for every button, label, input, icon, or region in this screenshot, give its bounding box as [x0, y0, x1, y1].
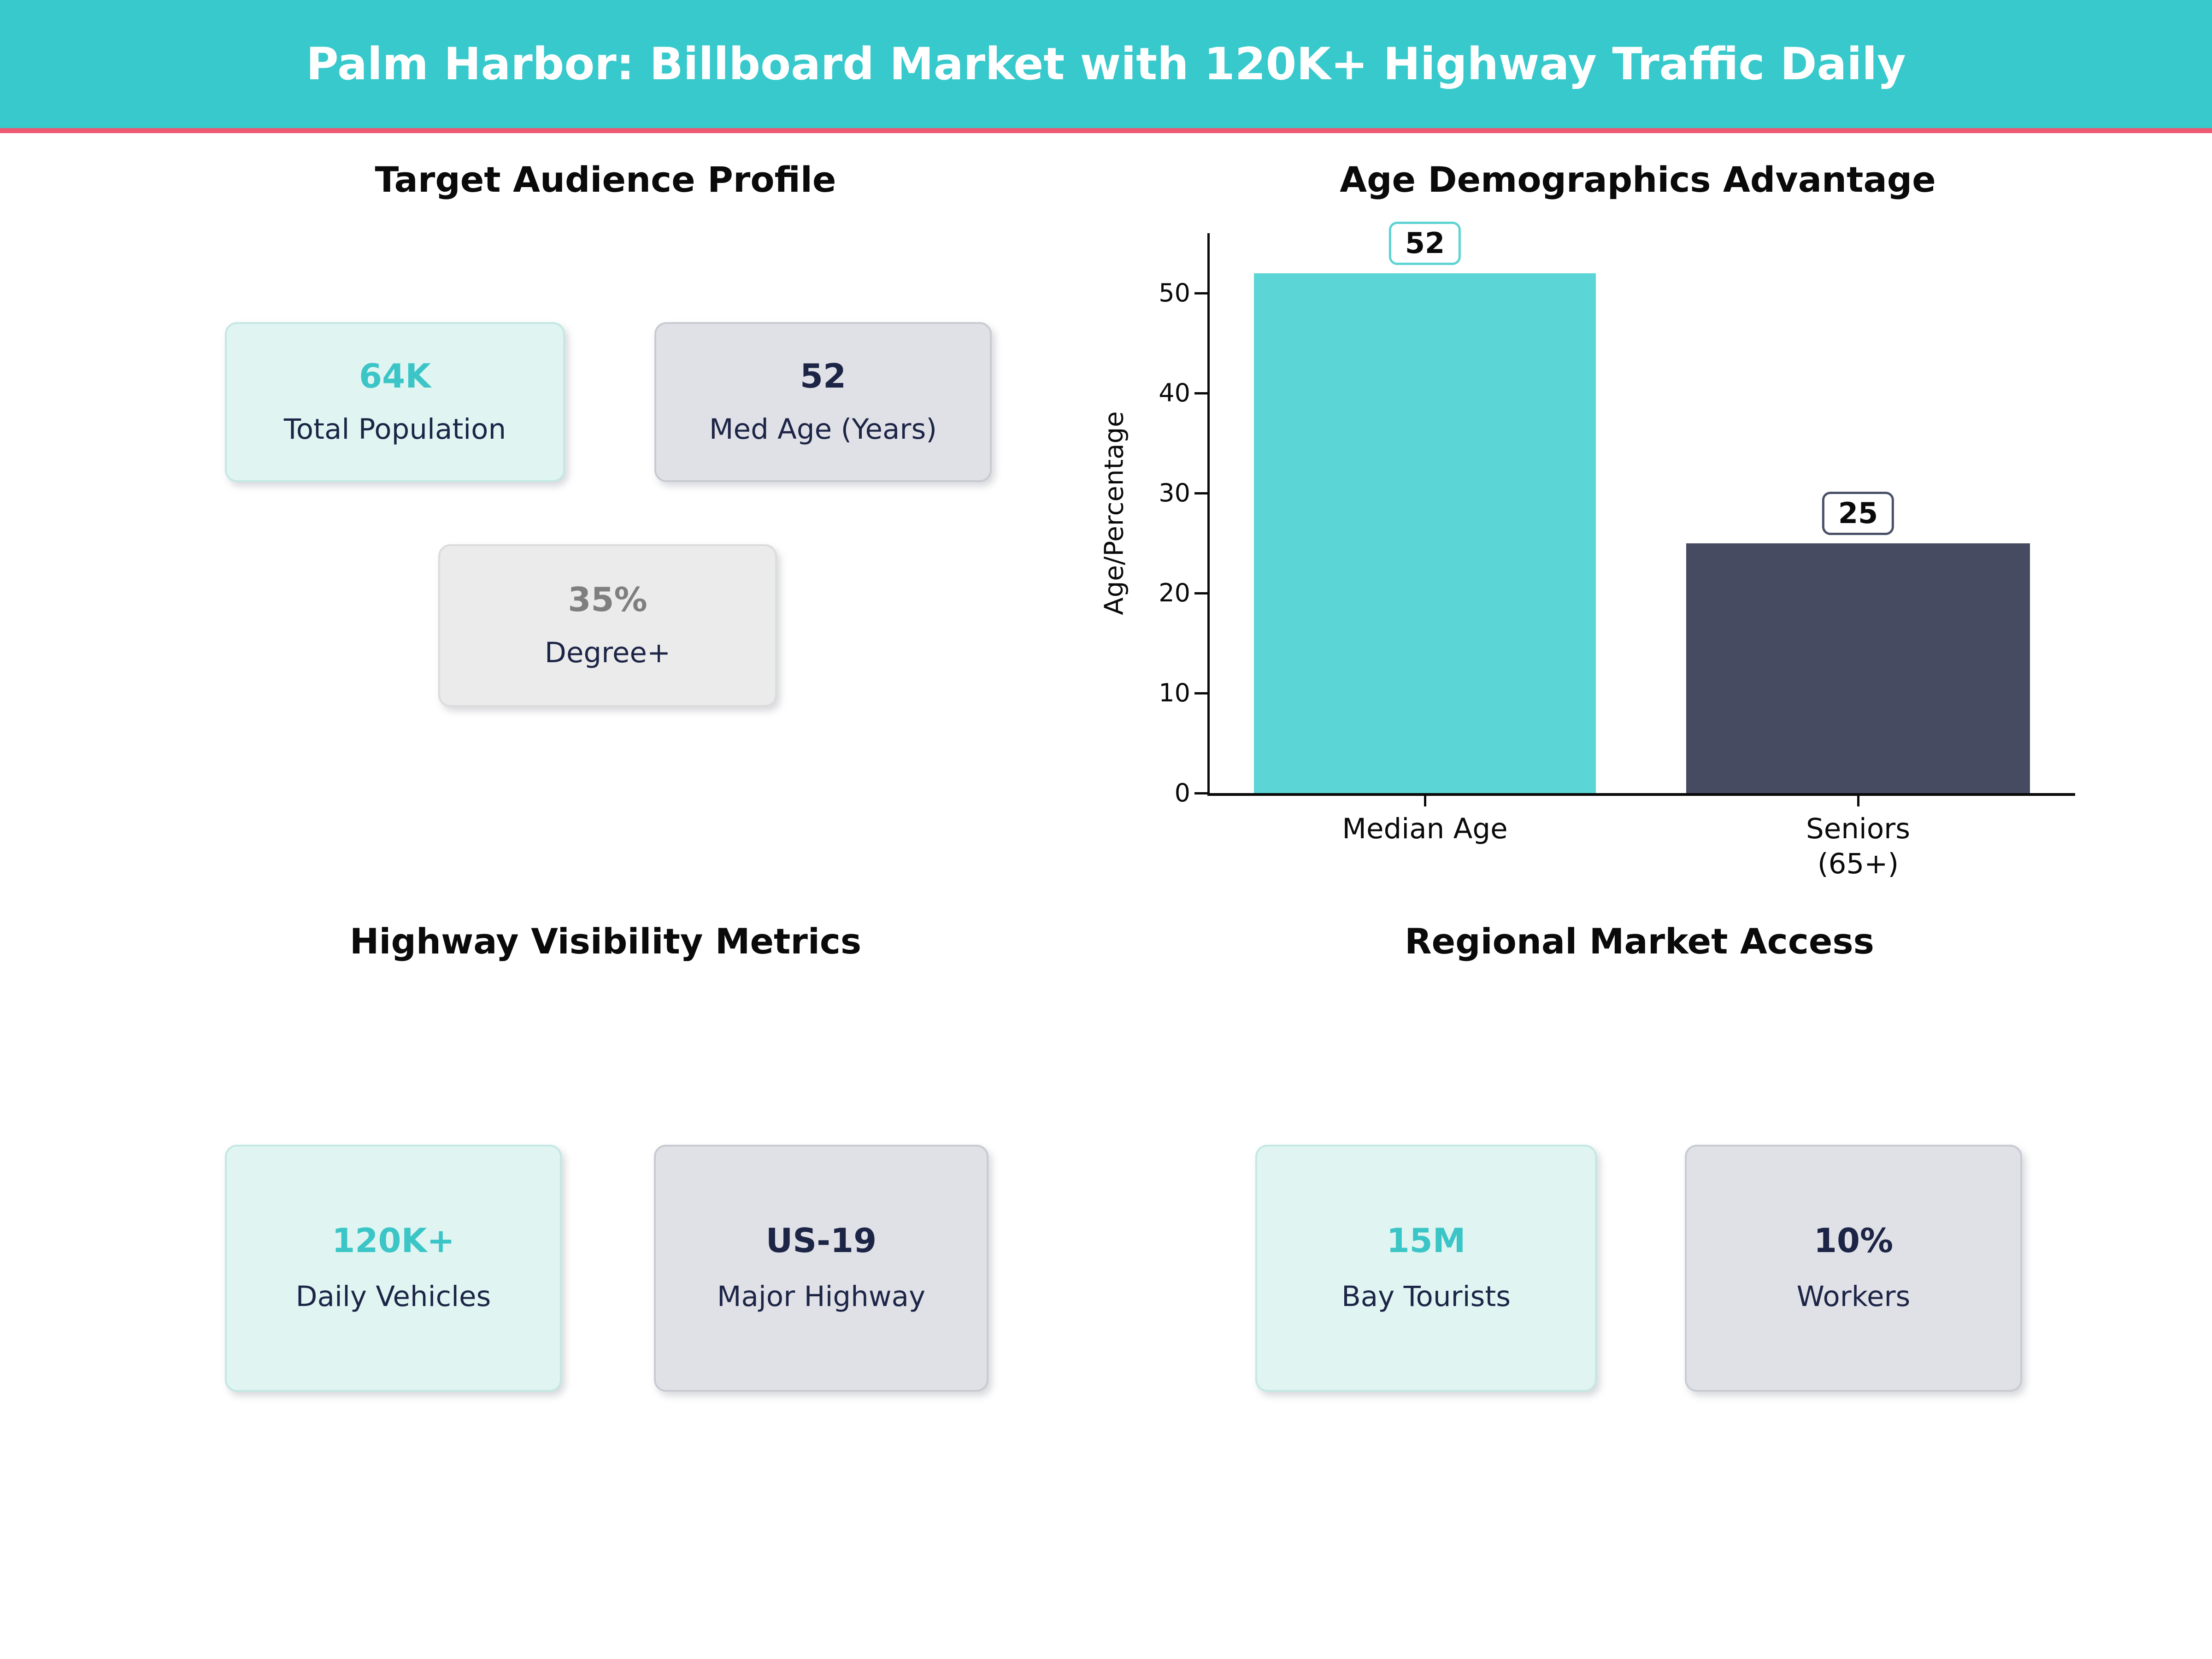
stat-card-workers: 10% Workers	[1685, 1145, 2022, 1392]
section-title-age-demographics: Age Demographics Advantage	[1340, 159, 1936, 200]
header-banner: Palm Harbor: Billboard Market with 120K+…	[0, 0, 2212, 128]
section-title-target-audience: Target Audience Profile	[375, 159, 836, 200]
stat-value: 10%	[1813, 1221, 1894, 1260]
y-tick-label: 30	[1159, 478, 1190, 507]
header-accent-line	[0, 128, 2212, 133]
x-tick-label-seniors: Seniors (65+)	[1806, 812, 1911, 880]
stat-value: 120K+	[332, 1221, 455, 1260]
y-tick-mark	[1194, 492, 1207, 494]
stat-label: Bay Tourists	[1341, 1280, 1511, 1313]
page-title: Palm Harbor: Billboard Market with 120K+…	[306, 38, 1906, 90]
y-tick-label: 40	[1159, 378, 1190, 407]
section-title-highway-visibility: Highway Visibility Metrics	[349, 921, 862, 962]
x-tick-mark	[1424, 794, 1426, 806]
stat-card-total-population: 64K Total Population	[225, 322, 565, 482]
stat-label: Workers	[1796, 1280, 1911, 1313]
bar-value-label-seniors: 25	[1822, 491, 1894, 535]
y-tick-label: 10	[1159, 678, 1190, 707]
y-tick-label: 20	[1159, 578, 1190, 607]
stat-card-bay-tourists: 15M Bay Tourists	[1255, 1145, 1597, 1392]
stat-card-daily-vehicles: 120K+ Daily Vehicles	[225, 1145, 562, 1392]
bar-seniors	[1686, 543, 2030, 793]
stat-card-major-highway: US-19 Major Highway	[654, 1145, 988, 1392]
stat-label: Daily Vehicles	[295, 1280, 491, 1313]
y-tick-mark	[1194, 692, 1207, 694]
stat-value: 35%	[568, 580, 647, 619]
y-tick-mark	[1194, 292, 1207, 294]
y-tick-mark	[1194, 392, 1207, 394]
bar-value-label-median-age: 52	[1388, 221, 1461, 265]
stat-card-median-age: 52 Med Age (Years)	[654, 322, 992, 482]
y-tick-mark	[1194, 792, 1207, 794]
y-axis-label: Age/Percentage	[1099, 411, 1130, 615]
stat-label: Degree+	[544, 636, 671, 669]
stat-card-degree: 35% Degree+	[438, 544, 777, 707]
stat-value: US-19	[765, 1221, 877, 1260]
y-tick-label: 50	[1159, 278, 1190, 307]
stat-label: Med Age (Years)	[709, 412, 937, 446]
bar-median-age	[1254, 273, 1596, 793]
x-tick-label-median-age: Median Age	[1342, 812, 1508, 845]
stat-value: 15M	[1386, 1221, 1466, 1260]
stat-value: 64K	[359, 356, 431, 395]
stat-value: 52	[800, 356, 847, 395]
age-demographics-bar-chart: Age/Percentage 0 10 20 30 40 50 52 Median Age 25…	[1100, 221, 2075, 880]
stat-label: Major Highway	[717, 1280, 926, 1313]
y-tick-label: 0	[1174, 778, 1190, 807]
y-tick-mark	[1194, 592, 1207, 594]
x-tick-mark	[1857, 794, 1859, 806]
section-title-regional-market: Regional Market Access	[1405, 921, 1874, 962]
stat-label: Total Population	[283, 412, 506, 446]
